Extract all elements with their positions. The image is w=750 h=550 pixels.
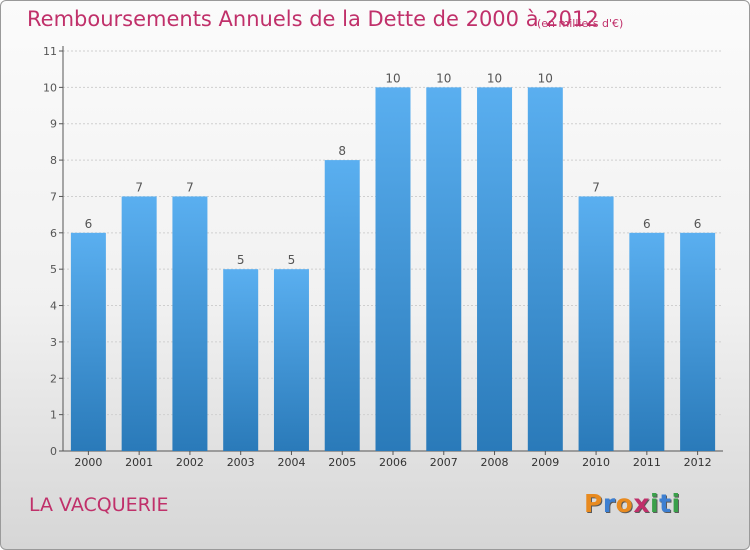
x-tick-label: 2004: [277, 456, 305, 469]
data-label: 7: [592, 180, 600, 194]
y-tick-label: 11: [43, 45, 57, 58]
bar: [527, 87, 563, 451]
bar: [477, 87, 513, 451]
bar: [223, 269, 259, 451]
data-label: 5: [237, 253, 245, 267]
bar: [273, 269, 309, 451]
bar: [426, 87, 462, 451]
data-label: 6: [643, 217, 651, 231]
y-tick-label: 6: [50, 227, 57, 240]
commune-name: LA VACQUERIE: [29, 494, 169, 516]
data-label: 10: [538, 71, 553, 85]
logo-letter: o: [615, 489, 634, 518]
x-tick-label: 2005: [328, 456, 356, 469]
logo-letter: t: [659, 489, 672, 518]
y-tick-label: 1: [50, 409, 57, 422]
unit-note: (en milliers d'€): [537, 17, 624, 30]
data-label: 10: [487, 71, 502, 85]
bar: [324, 160, 360, 451]
data-label: 8: [338, 144, 346, 158]
x-tick-label: 2002: [176, 456, 204, 469]
x-tick-label: 2010: [582, 456, 610, 469]
logo-letter: x: [633, 489, 650, 518]
x-tick-label: 2012: [684, 456, 712, 469]
data-label: 6: [85, 217, 93, 231]
data-label: 5: [288, 253, 296, 267]
bar: [375, 87, 411, 451]
y-tick-label: 8: [50, 154, 57, 167]
y-tick-label: 9: [50, 118, 57, 131]
x-tick-label: 2011: [633, 456, 661, 469]
data-label: 10: [385, 71, 400, 85]
data-label: 10: [436, 71, 451, 85]
logo-letter: r: [602, 489, 616, 518]
logo-letter: i: [671, 489, 681, 518]
bar: [70, 232, 106, 451]
x-tick-label: 2009: [531, 456, 559, 469]
y-tick-label: 3: [50, 336, 57, 349]
x-tick-label: 2003: [227, 456, 255, 469]
y-tick-label: 2: [50, 372, 57, 385]
x-tick-label: 2008: [481, 456, 509, 469]
x-tick-label: 2006: [379, 456, 407, 469]
x-tick-label: 2000: [74, 456, 102, 469]
logo-letter: i: [650, 489, 660, 518]
y-tick-label: 7: [50, 190, 57, 203]
proxiti-logo: Proxiti: [584, 489, 681, 518]
bar: [680, 232, 716, 451]
y-tick-label: 0: [50, 445, 57, 458]
logo-letter: P: [584, 489, 603, 518]
y-tick-label: 10: [43, 81, 57, 94]
x-tick-label: 2007: [430, 456, 458, 469]
chart-title: Remboursements Annuels de la Dette de 20…: [27, 7, 599, 31]
bar: [578, 196, 614, 451]
data-label: 6: [694, 217, 702, 231]
x-tick-label: 2001: [125, 456, 153, 469]
bar: [172, 196, 208, 451]
data-label: 7: [135, 180, 143, 194]
y-tick-label: 5: [50, 263, 57, 276]
bar: [629, 232, 665, 451]
bar: [121, 196, 157, 451]
data-label: 7: [186, 180, 194, 194]
y-tick-label: 4: [50, 300, 57, 313]
